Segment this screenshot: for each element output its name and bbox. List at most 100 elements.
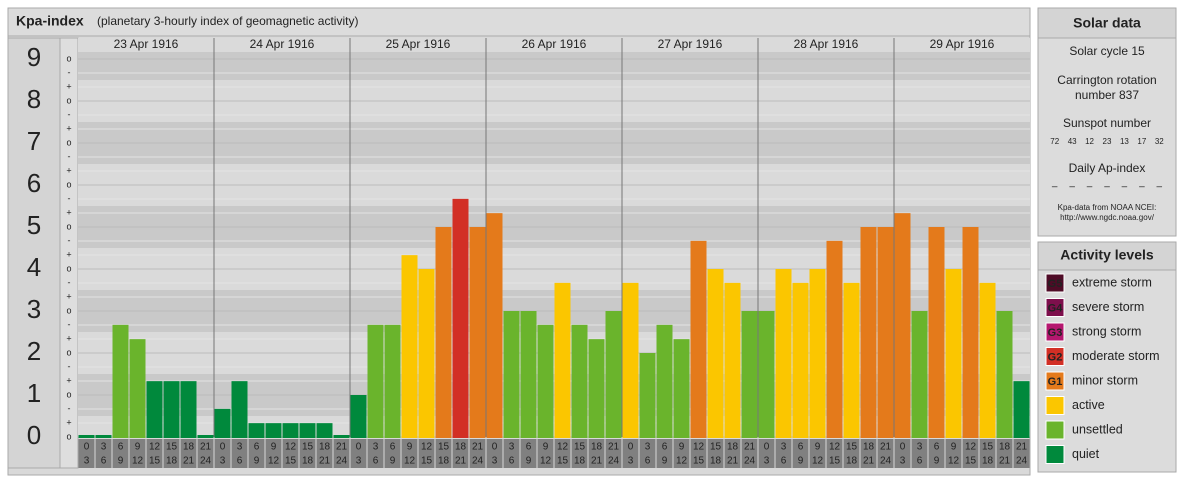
hour-box	[673, 439, 690, 468]
hour-box	[962, 439, 979, 468]
y-tick-label: 4	[27, 252, 41, 282]
hour-label: 3	[356, 456, 362, 467]
bar	[299, 423, 316, 438]
legend-swatch	[1045, 298, 1065, 317]
hour-label: 0	[492, 442, 498, 453]
hour-label: 24	[336, 456, 348, 467]
hour-label: 6	[509, 456, 515, 467]
hour-label: 21	[183, 456, 195, 467]
hour-label: 6	[118, 442, 124, 453]
hour-label: 9	[390, 456, 396, 467]
ap-value: –	[1104, 182, 1110, 193]
subtick-label: o	[66, 179, 71, 189]
hour-label: 9	[679, 442, 685, 453]
hour-box	[452, 439, 469, 468]
hour-box	[996, 439, 1013, 468]
day-label: 23 Apr 1916	[114, 37, 179, 51]
hour-box	[299, 439, 316, 468]
subtick-label: -	[68, 235, 71, 245]
hour-label: 0	[356, 442, 362, 453]
legend-swatch	[1045, 396, 1065, 415]
hour-label: 18	[319, 442, 331, 453]
hour-box	[350, 439, 367, 468]
y-tick-label: 3	[27, 294, 41, 324]
hour-label: 0	[900, 442, 906, 453]
hour-label: 15	[574, 442, 586, 453]
hour-label: 18	[455, 442, 467, 453]
hour-box	[231, 439, 248, 468]
legend-badge: G2	[1048, 351, 1063, 363]
hour-box	[384, 439, 401, 468]
hour-box	[860, 439, 877, 468]
hour-box	[486, 439, 503, 468]
sunspot-value: 72	[1050, 137, 1059, 146]
bar	[979, 282, 996, 438]
subtick-label: o	[66, 95, 71, 105]
y-axis-column	[7, 37, 61, 469]
hour-label: 0	[220, 442, 226, 453]
bar	[350, 395, 367, 438]
hour-label: 6	[390, 442, 396, 453]
hour-label: 18	[166, 456, 178, 467]
hour-label: 12	[812, 456, 824, 467]
legend-badge: G1	[1048, 376, 1063, 388]
day-label: 25 Apr 1916	[386, 37, 451, 51]
y-tick-label: 6	[27, 168, 41, 198]
hour-label: 6	[798, 442, 804, 453]
hour-label: 21	[591, 456, 603, 467]
bar	[571, 324, 588, 438]
bar	[724, 282, 741, 438]
hour-label: 6	[254, 442, 260, 453]
hour-label: 21	[727, 456, 739, 467]
hour-label: 3	[900, 456, 906, 467]
subtick-label: o	[66, 53, 71, 63]
legend-label: minor storm	[1072, 373, 1138, 387]
hour-box	[877, 439, 894, 468]
hour-box	[775, 439, 792, 468]
ap-value: –	[1122, 182, 1128, 193]
subtick-label: o	[66, 347, 71, 357]
hour-label: 15	[557, 456, 569, 467]
hour-label: 9	[543, 442, 549, 453]
subtick-label: -	[68, 319, 71, 329]
hour-label: 21	[472, 442, 484, 453]
hour-box	[945, 439, 962, 468]
hour-label: 18	[438, 456, 450, 467]
legend-swatch	[1045, 420, 1065, 440]
hour-box	[588, 439, 605, 468]
hour-label: 21	[863, 456, 875, 467]
hour-label: 15	[846, 442, 858, 453]
bar	[911, 311, 928, 438]
bar	[707, 269, 724, 438]
hour-label: 15	[302, 442, 314, 453]
subtick-label: -	[68, 403, 71, 413]
bar	[316, 423, 333, 438]
bar	[112, 324, 129, 438]
hour-label: 0	[628, 442, 634, 453]
hour-label: 12	[829, 442, 841, 453]
bar	[877, 227, 894, 438]
day-label: 24 Apr 1916	[250, 37, 315, 51]
bar	[248, 423, 265, 438]
hour-label: 6	[526, 442, 532, 453]
bar	[129, 339, 146, 438]
hour-label: 9	[798, 456, 804, 467]
hour-label: 12	[149, 442, 161, 453]
hour-label: 12	[676, 456, 688, 467]
hour-box	[435, 439, 452, 468]
hour-label: 9	[662, 456, 668, 467]
hour-label: 15	[710, 442, 722, 453]
hour-label: 12	[693, 442, 705, 453]
hour-label: 21	[608, 442, 620, 453]
legend-swatch	[1045, 445, 1065, 464]
hour-label: 21	[336, 442, 348, 453]
hour-box	[639, 439, 656, 468]
source: http://www.ngdc.noaa.gov/	[1060, 213, 1155, 222]
hour-label: 12	[557, 442, 569, 453]
levels-title: Activity levels	[1060, 247, 1154, 263]
solar-title: Solar data	[1073, 15, 1141, 31]
day-label: 27 Apr 1916	[658, 37, 723, 51]
hour-box	[724, 439, 741, 468]
sunspot-value: 13	[1120, 137, 1129, 146]
subtick-label: +	[66, 333, 71, 343]
